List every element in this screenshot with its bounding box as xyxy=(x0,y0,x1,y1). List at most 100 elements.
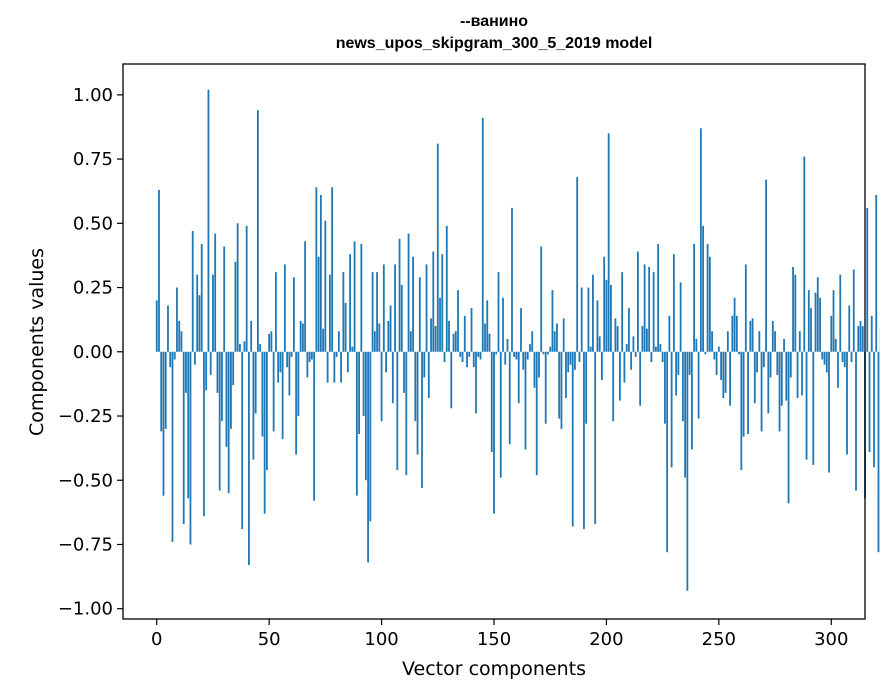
bar xyxy=(506,338,509,352)
bar xyxy=(596,300,599,352)
bar xyxy=(715,351,718,375)
bar xyxy=(421,351,423,488)
bar xyxy=(526,351,529,360)
bar xyxy=(796,351,799,399)
bar xyxy=(672,254,675,352)
bar xyxy=(427,351,430,399)
bar xyxy=(502,297,504,352)
bar xyxy=(414,351,417,422)
bar xyxy=(731,315,734,352)
bar xyxy=(227,351,230,494)
bar xyxy=(344,302,347,352)
bar xyxy=(828,351,830,473)
bar xyxy=(407,233,410,352)
y-tick-label: −1.00 xyxy=(58,599,113,620)
bar xyxy=(288,351,291,396)
bar xyxy=(533,351,536,388)
bar xyxy=(243,341,246,352)
bar xyxy=(180,331,183,352)
bar xyxy=(551,290,554,352)
bar xyxy=(531,331,534,352)
bar xyxy=(553,331,556,352)
bar xyxy=(212,274,214,352)
bar xyxy=(652,272,655,352)
bar xyxy=(475,351,477,414)
bar xyxy=(189,351,192,545)
y-tick-label: 1.00 xyxy=(73,85,113,106)
bar xyxy=(373,331,376,352)
bar xyxy=(252,351,255,460)
bar xyxy=(875,195,878,352)
bar xyxy=(322,328,325,352)
bar xyxy=(789,351,792,378)
bar xyxy=(825,351,828,373)
bar xyxy=(540,246,543,352)
bar xyxy=(454,331,457,352)
bar xyxy=(774,331,776,352)
bar xyxy=(369,351,372,522)
bar xyxy=(744,264,747,352)
bar xyxy=(529,344,531,352)
bar xyxy=(832,290,835,352)
bar xyxy=(722,351,725,399)
bar xyxy=(176,287,178,352)
bar xyxy=(535,351,538,476)
bar xyxy=(787,351,790,504)
bar xyxy=(870,315,873,352)
bar xyxy=(279,351,282,373)
bar xyxy=(254,351,257,414)
bar xyxy=(308,351,311,363)
bar xyxy=(515,351,518,360)
bar xyxy=(261,351,264,437)
bar xyxy=(522,351,525,370)
bar xyxy=(178,320,181,352)
bar xyxy=(459,351,462,357)
bar xyxy=(230,351,232,429)
bar xyxy=(292,277,295,352)
bar xyxy=(270,331,273,352)
bar xyxy=(697,351,700,419)
bar xyxy=(232,351,235,386)
bar xyxy=(702,225,705,352)
bar xyxy=(396,351,399,470)
bar xyxy=(511,207,513,352)
bar xyxy=(200,243,203,352)
bar xyxy=(567,351,570,373)
bar xyxy=(263,351,266,514)
bar xyxy=(677,351,680,375)
bar xyxy=(816,277,819,352)
bar xyxy=(688,351,691,375)
bar xyxy=(571,351,574,527)
bar xyxy=(360,243,363,352)
x-tick-label: 100 xyxy=(364,629,398,650)
bar xyxy=(733,297,736,352)
bar xyxy=(565,351,567,399)
bar xyxy=(448,320,450,352)
bar xyxy=(607,133,610,352)
bar xyxy=(810,308,812,352)
bar xyxy=(780,351,783,406)
bar xyxy=(299,320,302,352)
bar xyxy=(221,351,223,422)
bar xyxy=(385,351,387,373)
bar xyxy=(729,351,731,406)
bar xyxy=(207,89,210,352)
bar xyxy=(275,272,277,352)
bar xyxy=(679,282,682,352)
bar xyxy=(569,351,572,365)
bar xyxy=(598,336,601,352)
bar xyxy=(576,177,579,352)
bar xyxy=(623,351,626,383)
bar xyxy=(558,351,561,419)
bar xyxy=(616,326,619,352)
bar xyxy=(632,336,635,352)
bar xyxy=(742,351,745,437)
bar xyxy=(821,351,824,360)
bar xyxy=(556,323,558,352)
bar xyxy=(412,256,414,352)
bar xyxy=(807,290,810,352)
bar xyxy=(257,110,259,352)
bar xyxy=(398,238,401,352)
y-tick-label: −0.75 xyxy=(58,534,113,555)
